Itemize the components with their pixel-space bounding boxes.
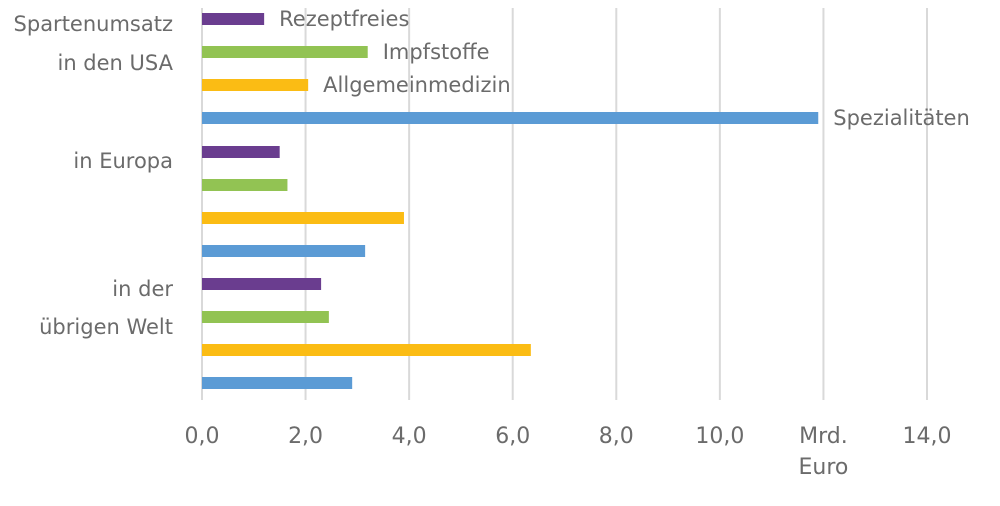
series-label-4: Spezialitäten xyxy=(833,106,970,130)
x-tick-label-6: Mrd. xyxy=(799,424,848,449)
category-label-3-2: übrigen Welt xyxy=(39,315,173,339)
bar-2-4 xyxy=(202,245,366,257)
series-labels: Rezeptfreies Impfstoffe Allgemeinmedizin Sp… xyxy=(279,7,970,130)
bar-1-4 xyxy=(202,112,819,124)
gridlines xyxy=(201,8,928,400)
bar-3-3 xyxy=(202,344,531,356)
category-labels: Spartenumsatz in den USA in Europa in der üb… xyxy=(14,12,174,339)
bar-3-1 xyxy=(202,278,322,290)
category-label-1-1: Spartenumsatz xyxy=(14,12,173,36)
x-tick-label-6-line2: Euro xyxy=(798,455,848,480)
bar-3-2 xyxy=(202,311,329,323)
x-tick-label-3: 6,0 xyxy=(495,424,530,449)
series-label-2: Impfstoffe xyxy=(383,40,490,64)
series-label-1: Rezeptfreies xyxy=(279,7,409,31)
bar-2-1 xyxy=(202,146,280,158)
x-tick-label-2: 4,0 xyxy=(392,424,427,449)
bar-2-3 xyxy=(202,212,404,224)
x-tick-label-7: 14,0 xyxy=(903,424,952,449)
x-tick-labels: 0,0 2,0 4,0 6,0 8,0 10,0 Mrd. Euro 14,0 xyxy=(185,424,952,480)
x-tick-label-5: 10,0 xyxy=(695,424,744,449)
category-label-2-1: in Europa xyxy=(73,149,173,173)
x-tick-label-0: 0,0 xyxy=(185,424,220,449)
series-label-3: Allgemeinmedizin xyxy=(323,73,511,97)
x-tick-label-4: 8,0 xyxy=(599,424,634,449)
bars xyxy=(202,13,819,389)
category-label-1-2: in den USA xyxy=(57,51,173,75)
x-tick-label-1: 2,0 xyxy=(288,424,323,449)
bar-1-2 xyxy=(202,46,368,58)
bar-1-3 xyxy=(202,79,309,91)
bar-2-2 xyxy=(202,179,288,191)
category-label-3-1: in der xyxy=(112,277,173,301)
bar-1-1 xyxy=(202,13,265,25)
bar-3-4 xyxy=(202,377,353,389)
